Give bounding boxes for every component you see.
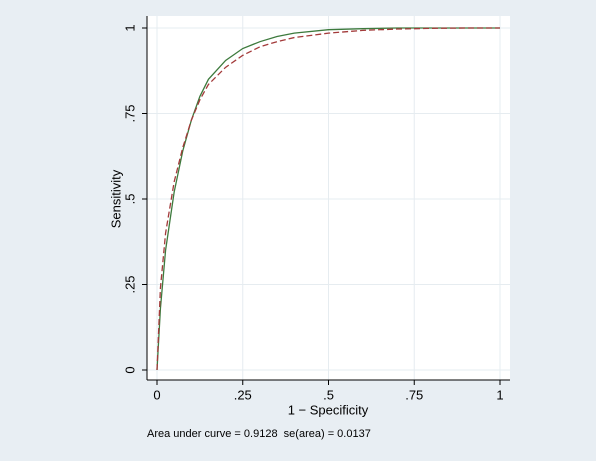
y-tick-label: .25 bbox=[122, 275, 137, 293]
roc-curve bbox=[156, 27, 500, 371]
x-tick-label: 0 bbox=[153, 387, 160, 402]
y-tick-label: 1 bbox=[122, 24, 137, 31]
y-tick-label: .5 bbox=[122, 194, 137, 205]
y-axis-title: Sensitivity bbox=[108, 169, 123, 228]
ticks: 0 .25 .5 .75 1 0 .25 .5 .75 1 bbox=[122, 24, 503, 402]
x-tick-label: .25 bbox=[234, 387, 252, 402]
x-tick-label: .75 bbox=[405, 387, 423, 402]
roc-curve bbox=[156, 27, 500, 371]
x-tick-label: .5 bbox=[323, 387, 334, 402]
x-axis-title: 1 − Specificity bbox=[288, 402, 369, 417]
footnote: Area under curve = 0.9128 se(area) = 0.0… bbox=[147, 428, 371, 440]
x-tick-label: 1 bbox=[496, 387, 503, 402]
y-tick-label: 0 bbox=[122, 366, 137, 373]
y-tick-label: .75 bbox=[122, 104, 137, 122]
lines bbox=[156, 27, 500, 371]
